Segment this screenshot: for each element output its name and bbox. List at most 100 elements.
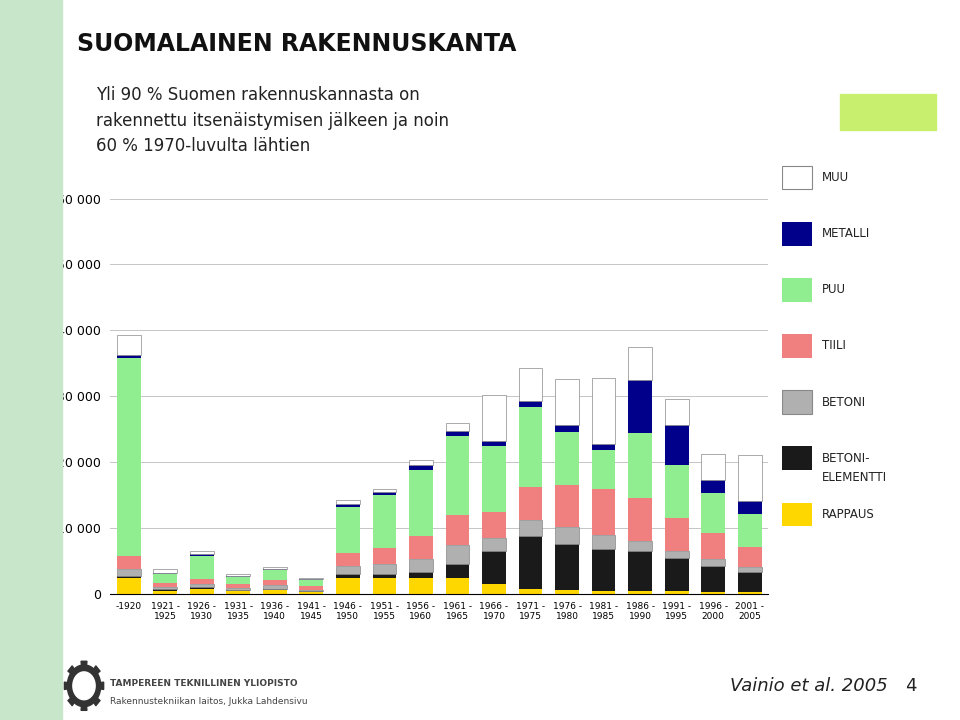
- Bar: [591, 591, 615, 594]
- Polygon shape: [73, 672, 95, 700]
- Bar: [190, 588, 214, 589]
- Bar: [372, 575, 396, 577]
- Bar: [445, 436, 469, 515]
- Bar: [782, 166, 812, 189]
- Bar: [227, 585, 251, 588]
- Bar: [782, 503, 812, 526]
- Bar: [555, 485, 579, 528]
- Polygon shape: [64, 682, 69, 690]
- Bar: [628, 380, 652, 433]
- Bar: [409, 559, 433, 572]
- Bar: [227, 577, 251, 585]
- Polygon shape: [93, 666, 100, 675]
- Bar: [263, 567, 287, 569]
- Bar: [190, 584, 214, 588]
- Bar: [591, 549, 615, 591]
- Bar: [263, 590, 287, 594]
- Bar: [482, 584, 506, 594]
- Polygon shape: [68, 666, 75, 675]
- Bar: [518, 368, 542, 401]
- Bar: [518, 589, 542, 594]
- Bar: [782, 334, 812, 358]
- Bar: [482, 446, 506, 512]
- Bar: [664, 426, 688, 465]
- Text: BETONI: BETONI: [822, 395, 866, 409]
- Bar: [555, 544, 579, 590]
- Bar: [555, 426, 579, 432]
- Polygon shape: [81, 704, 87, 711]
- Bar: [445, 423, 469, 431]
- Bar: [482, 538, 506, 552]
- Bar: [372, 564, 396, 575]
- Bar: [445, 431, 469, 436]
- Bar: [664, 551, 688, 559]
- Bar: [117, 358, 140, 556]
- Polygon shape: [81, 661, 87, 667]
- Text: TIILI: TIILI: [822, 339, 846, 353]
- Bar: [154, 574, 177, 583]
- Bar: [445, 577, 469, 594]
- Bar: [628, 347, 652, 380]
- Polygon shape: [68, 697, 75, 706]
- Text: SUOMALAINEN RAKENNUSKANTA: SUOMALAINEN RAKENNUSKANTA: [77, 32, 516, 56]
- Bar: [300, 580, 324, 586]
- Bar: [482, 552, 506, 584]
- Polygon shape: [99, 682, 104, 690]
- Bar: [445, 515, 469, 544]
- Bar: [300, 590, 324, 591]
- Bar: [664, 591, 688, 594]
- Bar: [702, 592, 725, 594]
- Text: Yli 90 % Suomen rakennuskannasta on: Yli 90 % Suomen rakennuskannasta on: [96, 86, 420, 104]
- Bar: [518, 520, 542, 536]
- Bar: [702, 533, 725, 559]
- Bar: [336, 500, 360, 504]
- Bar: [190, 579, 214, 584]
- Text: TAMPEREEN TEKNILLINEN YLIOPISTO: TAMPEREEN TEKNILLINEN YLIOPISTO: [110, 678, 298, 688]
- Bar: [372, 495, 396, 548]
- Bar: [117, 556, 140, 569]
- Bar: [263, 569, 287, 570]
- Bar: [591, 450, 615, 489]
- Bar: [664, 465, 688, 518]
- Bar: [591, 489, 615, 536]
- Bar: [555, 432, 579, 485]
- Text: 4: 4: [905, 677, 917, 695]
- Bar: [300, 591, 324, 592]
- Bar: [372, 548, 396, 564]
- Polygon shape: [93, 697, 100, 706]
- Bar: [628, 433, 652, 498]
- Text: PUU: PUU: [822, 283, 846, 297]
- Bar: [518, 536, 542, 589]
- Bar: [154, 570, 177, 572]
- Bar: [372, 577, 396, 594]
- Bar: [664, 559, 688, 591]
- Bar: [227, 588, 251, 590]
- Bar: [782, 278, 812, 302]
- Text: Vainio et al. 2005: Vainio et al. 2005: [730, 677, 887, 695]
- Bar: [738, 501, 761, 514]
- Bar: [154, 583, 177, 588]
- Text: 60 % 1970-luvulta lähtien: 60 % 1970-luvulta lähtien: [96, 137, 310, 155]
- Bar: [738, 592, 761, 594]
- Bar: [227, 591, 251, 594]
- Bar: [117, 575, 140, 577]
- Bar: [782, 222, 812, 246]
- Bar: [227, 575, 251, 577]
- Bar: [738, 567, 761, 572]
- Bar: [664, 518, 688, 551]
- Bar: [591, 379, 615, 444]
- Bar: [227, 574, 251, 575]
- Bar: [518, 487, 542, 520]
- Bar: [482, 441, 506, 446]
- Text: BETONI-: BETONI-: [822, 451, 870, 465]
- Bar: [154, 588, 177, 590]
- Text: rakennettu itsenäistymisen jälkeen ja noin: rakennettu itsenäistymisen jälkeen ja no…: [96, 112, 449, 130]
- Bar: [738, 572, 761, 592]
- Bar: [738, 514, 761, 547]
- Polygon shape: [67, 665, 101, 706]
- Bar: [336, 575, 360, 577]
- Bar: [782, 390, 812, 414]
- Bar: [482, 512, 506, 538]
- Bar: [555, 528, 579, 544]
- Bar: [263, 570, 287, 580]
